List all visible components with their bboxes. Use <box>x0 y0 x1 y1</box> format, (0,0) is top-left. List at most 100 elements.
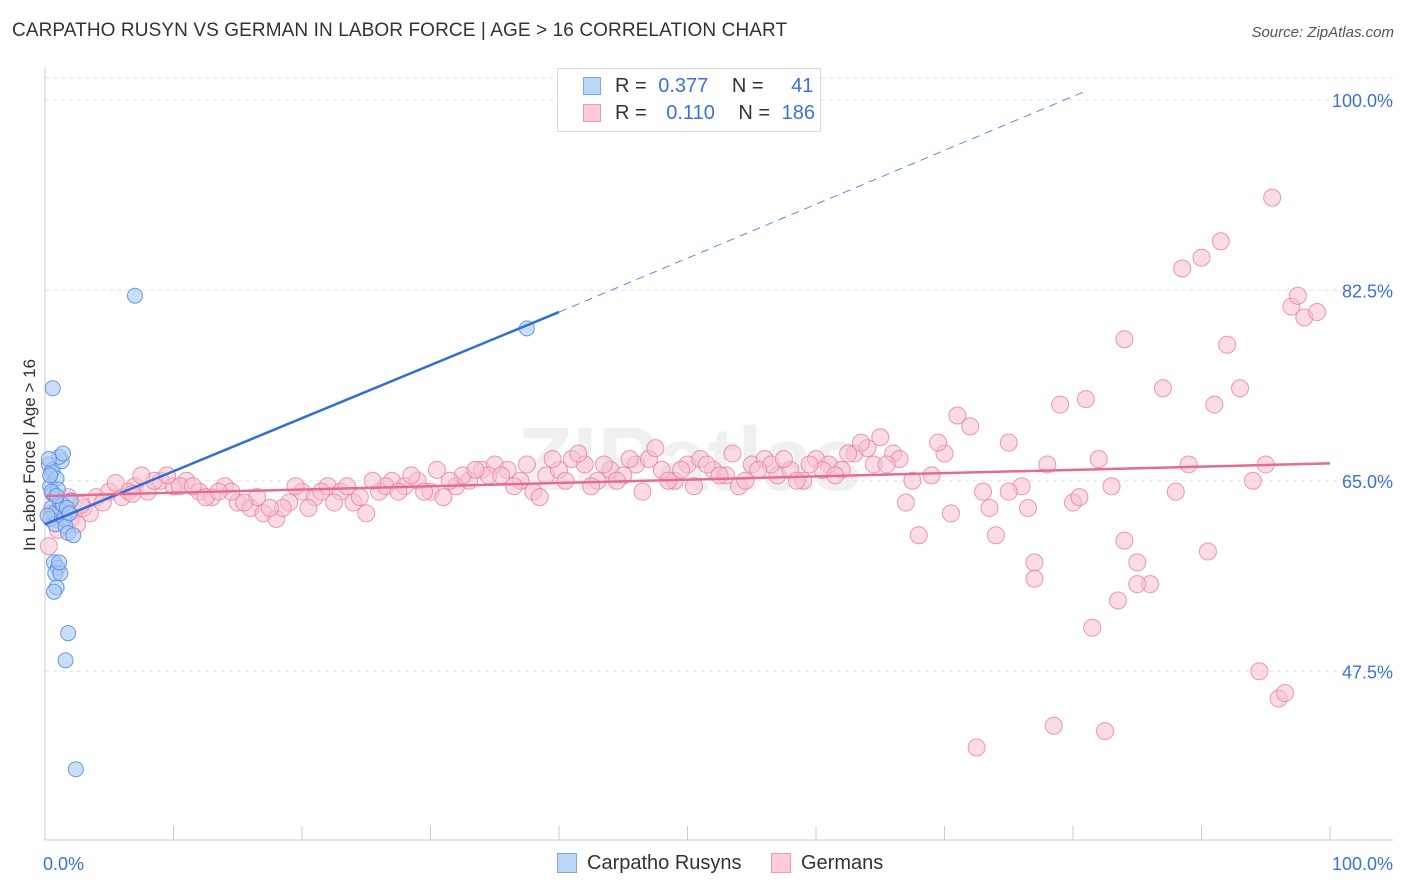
germans-point <box>999 433 1018 452</box>
germans-point <box>1096 722 1115 741</box>
germans-point <box>556 471 575 490</box>
germans-point <box>974 482 993 501</box>
germans-point <box>1192 248 1211 267</box>
y-tick-label: 47.5% <box>1342 662 1393 682</box>
germans-point <box>1089 450 1108 468</box>
carpatho-rusyns-trend-line <box>44 310 560 526</box>
germans-point <box>1044 716 1063 735</box>
germans-point <box>948 406 967 425</box>
carpatho-rusyns-point <box>60 625 77 642</box>
germans-point <box>672 460 691 479</box>
carpatho-rusyns-point <box>67 761 84 778</box>
germans-points <box>39 188 1327 757</box>
germans-point <box>980 498 999 517</box>
germans-point <box>582 477 601 496</box>
germans-point <box>800 455 819 474</box>
carpatho-rusyns-point <box>42 467 59 484</box>
germans-point <box>633 482 652 501</box>
germans-point <box>1276 684 1295 703</box>
germans-point <box>466 460 485 479</box>
germans-point <box>39 537 58 556</box>
carpatho-rusyns-point <box>54 445 71 462</box>
germans-point <box>1083 618 1102 637</box>
germans-point <box>749 460 768 479</box>
germans-point <box>1218 335 1237 354</box>
n-label: N = <box>731 75 764 97</box>
germans-point <box>1198 542 1217 561</box>
germans-point <box>1166 482 1185 501</box>
germans-point <box>312 482 331 501</box>
carpatho-rusyns-point <box>44 380 61 397</box>
x-tick-label: 0.0% <box>43 854 84 874</box>
grid-lines <box>45 77 1393 672</box>
germans-point <box>1102 477 1121 496</box>
germans-point <box>723 444 742 463</box>
germans-point <box>260 498 279 517</box>
germans-point <box>183 477 202 496</box>
legend-swatch-carpatho-rusyns <box>557 853 577 873</box>
germans-point <box>1179 455 1198 474</box>
legend-swatch-germans <box>771 853 791 873</box>
germans-point <box>620 450 639 468</box>
germans-point <box>922 466 941 485</box>
germans-point <box>434 488 453 507</box>
germans-point <box>646 439 665 458</box>
germans-trend-line <box>44 462 1331 498</box>
germans-point <box>1051 395 1070 414</box>
r-value: 0.377 <box>658 75 709 97</box>
legend-label: Germans <box>801 852 884 874</box>
germans-point <box>235 493 254 512</box>
y-tick-label: 82.5% <box>1342 281 1393 301</box>
correlation-legend: R = 0.377 N = 41 R = 0.110 N = 186 <box>557 68 821 132</box>
germans-point <box>1308 303 1327 322</box>
germans-point <box>986 526 1005 545</box>
germans-point <box>941 504 960 523</box>
germans-point <box>1115 531 1134 550</box>
germans-point <box>1128 553 1147 572</box>
germans-point <box>402 466 421 485</box>
n-label: N = <box>738 102 771 124</box>
x-tick-labels: 0.0% 100.0% <box>43 854 1393 874</box>
germans-point <box>774 450 793 468</box>
r-label: R = <box>615 102 647 124</box>
germans-point <box>961 417 980 436</box>
germans-point <box>569 444 588 463</box>
carpatho-rusyns-point <box>65 527 82 544</box>
germans-point <box>1038 455 1057 474</box>
germans-point <box>1250 662 1269 681</box>
carpatho-rusyns-point <box>126 287 143 304</box>
germans-point <box>337 477 356 496</box>
germans-point <box>505 477 524 496</box>
germans-point <box>530 488 549 507</box>
germans-point <box>286 477 305 496</box>
y-tick-label: 65.0% <box>1342 472 1393 492</box>
r-label: R = <box>615 75 647 97</box>
n-value: 41 <box>791 75 814 97</box>
germans-point <box>684 477 703 496</box>
x-tick-label: 100.0% <box>1332 854 1393 874</box>
germans-point <box>999 482 1018 501</box>
carpatho-rusyns-point <box>40 451 57 467</box>
germans-point <box>967 738 986 757</box>
germans-point <box>1288 286 1307 305</box>
series-legend: Carpatho Rusyns Germans <box>0 850 1406 880</box>
germans-point <box>909 526 928 545</box>
carpatho-rusyns-point <box>45 583 62 600</box>
germans-point <box>839 444 858 463</box>
germans-point <box>594 455 613 474</box>
germans-point <box>106 473 125 492</box>
germans-point <box>517 455 536 474</box>
chart-title: CARPATHO RUSYN VS GERMAN IN LABOR FORCE … <box>12 20 788 41</box>
germans-point <box>1115 330 1134 349</box>
r-value: 0.110 <box>666 102 715 124</box>
germans-point <box>929 433 948 452</box>
legend-swatch-germans <box>583 104 601 122</box>
germans-point <box>1108 591 1127 610</box>
germans-point <box>1263 188 1282 207</box>
germans-point <box>1153 379 1172 398</box>
source-label: Source: ZipAtlas.com <box>1251 24 1394 41</box>
carpatho-rusyns-trend-extension <box>558 90 1087 313</box>
germans-point <box>787 471 806 490</box>
trend-lines <box>44 90 1331 526</box>
